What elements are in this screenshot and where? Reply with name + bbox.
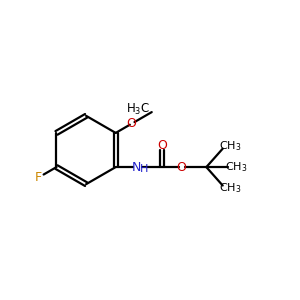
Text: O: O (176, 160, 186, 174)
Text: N: N (132, 160, 141, 174)
Text: CH$_3$: CH$_3$ (225, 160, 248, 174)
Text: H$_3$C: H$_3$C (126, 102, 150, 117)
Text: H: H (140, 164, 148, 175)
Text: F: F (35, 171, 42, 184)
Text: O: O (157, 139, 167, 152)
Text: CH$_3$: CH$_3$ (219, 182, 242, 195)
Text: O: O (126, 118, 136, 130)
Text: CH$_3$: CH$_3$ (219, 139, 242, 153)
